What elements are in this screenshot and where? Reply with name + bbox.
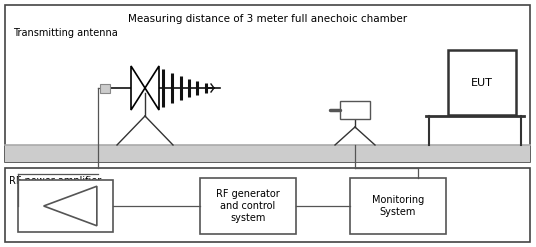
Text: EUT: EUT	[471, 78, 493, 87]
Text: Transmitting antenna: Transmitting antenna	[13, 28, 118, 38]
Polygon shape	[131, 66, 145, 110]
Text: RF generator
and control
system: RF generator and control system	[216, 189, 280, 223]
Text: Measuring distance of 3 meter full anechoic chamber: Measuring distance of 3 meter full anech…	[128, 14, 407, 24]
Bar	[340, 101, 370, 119]
Polygon shape	[43, 186, 97, 226]
Text: Monitoring
System: Monitoring System	[372, 195, 424, 217]
Bar	[5, 145, 530, 162]
Bar	[5, 5, 530, 162]
Bar	[5, 168, 530, 242]
Polygon shape	[145, 66, 159, 110]
Bar	[18, 180, 113, 232]
Text: RF power amplifier: RF power amplifier	[9, 176, 101, 186]
Bar	[350, 178, 446, 234]
Bar	[100, 83, 110, 92]
Bar	[200, 178, 296, 234]
Bar	[448, 50, 516, 115]
